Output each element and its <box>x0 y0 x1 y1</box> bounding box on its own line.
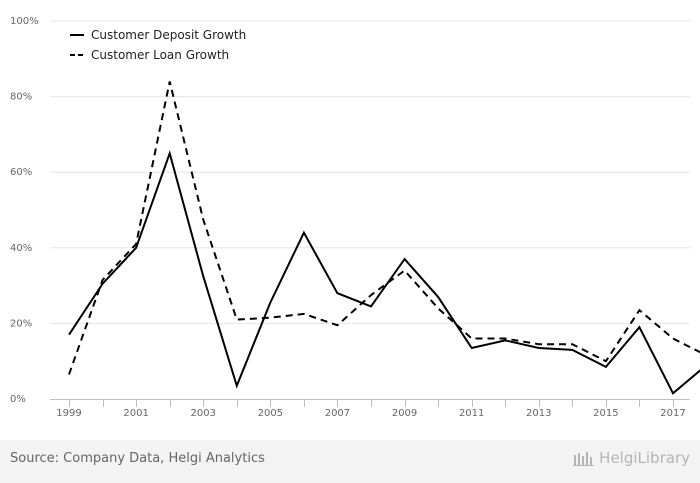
legend: Customer Deposit Growth Customer Loan Gro… <box>70 28 246 62</box>
series-line-loan-growth <box>68 81 700 375</box>
legend-item[interactable]: Customer Deposit Growth <box>70 28 246 42</box>
series-line-deposit-growth <box>68 149 700 395</box>
y-tick-label: 40% <box>10 243 32 254</box>
y-tick-label: 100% <box>10 16 39 27</box>
x-tick-label: 2007 <box>325 408 350 419</box>
legend-label: Customer Loan Growth <box>91 48 229 62</box>
y-axis: 0% 20% 40% 60% 80% 100% <box>10 16 39 405</box>
chart: 0% 20% 40% 60% 80% 100% 1999 2001 2003 2005 2007 2… <box>10 16 700 419</box>
footer: Source: Company Data, Helgi Analytics He… <box>0 440 700 483</box>
x-tick-label: 1999 <box>56 408 81 419</box>
x-tick-label: 2017 <box>660 408 685 419</box>
x-tick-label: 2001 <box>123 408 148 419</box>
x-tick-label: 2003 <box>190 408 215 419</box>
x-tick-label: 2015 <box>593 408 618 419</box>
y-tick-label: 0% <box>10 394 26 405</box>
x-tick-label: 2013 <box>526 408 551 419</box>
x-tick-label: 2011 <box>459 408 484 419</box>
y-tick-label: 20% <box>10 318 32 329</box>
library-icon <box>573 452 595 466</box>
y-tick-label: 80% <box>10 92 32 103</box>
x-tick-label: 2005 <box>258 408 283 419</box>
brand-logo[interactable]: HelgiLibrary <box>573 449 690 467</box>
brand-name: HelgiLibrary <box>599 449 690 467</box>
y-tick-label: 60% <box>10 167 32 178</box>
x-axis: 1999 2001 2003 2005 2007 2009 2011 2013 2015 2017 <box>50 399 690 419</box>
legend-label: Customer Deposit Growth <box>91 28 246 42</box>
legend-item[interactable]: Customer Loan Growth <box>70 48 229 62</box>
series-lines <box>68 81 700 395</box>
source-text: Source: Company Data, Helgi Analytics <box>10 451 265 466</box>
x-tick-label: 2009 <box>392 408 417 419</box>
grid-lines <box>50 20 690 324</box>
